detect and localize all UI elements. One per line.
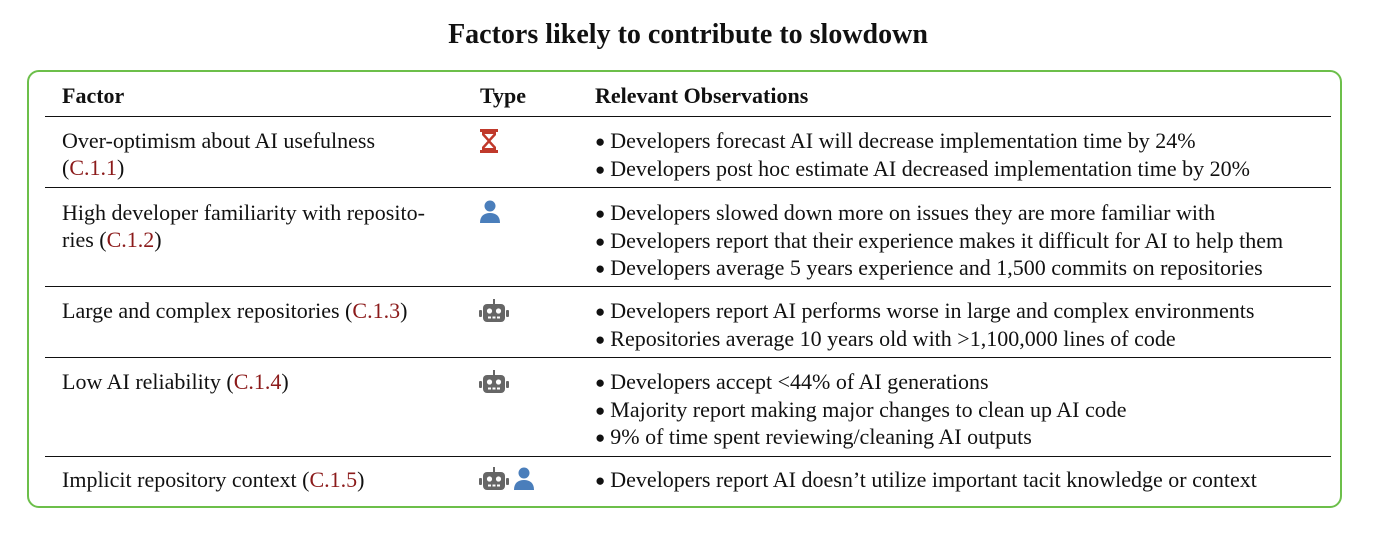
- factor-text: ries (: [62, 226, 107, 252]
- type-icons: [479, 466, 535, 492]
- factor-text: ): [357, 467, 365, 492]
- person-icon: [479, 199, 501, 225]
- header-rule: [45, 116, 1331, 117]
- type-icons: [479, 128, 499, 154]
- list-item: ● Repositories average 10 years old with …: [595, 325, 1176, 351]
- hourglass-icon: [479, 128, 499, 154]
- factor-text: ): [400, 298, 408, 323]
- factor-text: (: [62, 154, 70, 180]
- row-divider: [45, 286, 1331, 287]
- list-item: ● Developers report that their experience…: [595, 227, 1284, 253]
- row-divider: [45, 187, 1331, 188]
- observations-cell: ● Developers accept <44% of AI generation…: [595, 369, 1325, 452]
- section-reference-link[interactable]: C.1.1: [69, 154, 118, 180]
- section-reference-link[interactable]: C.1.5: [309, 467, 358, 492]
- factor-cell: Low AI reliability (C.1.4): [62, 369, 440, 396]
- row-divider: [45, 456, 1331, 457]
- factor-text: ): [117, 154, 125, 180]
- header-factor: Factor: [62, 83, 125, 108]
- factor-text: High developer familiarity with reposito…: [62, 200, 425, 225]
- list-item: ● Developers report AI performs worse in …: [595, 298, 1255, 323]
- header-type: Type: [480, 83, 527, 108]
- row-divider: [45, 357, 1331, 358]
- section-reference-link[interactable]: C.1.3: [352, 298, 401, 323]
- observations-cell: ● Developers report AI doesn’t utilize im…: [595, 467, 1325, 495]
- person-icon: [513, 466, 535, 492]
- factor-cell: Large and complex repositories (C.1.3): [62, 298, 440, 325]
- section-reference-link[interactable]: C.1.4: [233, 369, 282, 394]
- factor-text: Implicit repository context (: [62, 467, 310, 492]
- factor-text: ): [154, 226, 162, 252]
- figure-title: Factors likely to contribute to slowdown: [448, 19, 928, 50]
- section-reference-link[interactable]: C.1.2: [106, 226, 155, 252]
- list-item: ● Developers average 5 years experience a…: [595, 255, 1263, 280]
- robot-icon: [479, 369, 509, 395]
- type-icons: [479, 369, 509, 395]
- robot-icon: [479, 466, 509, 492]
- factor-text: ): [281, 369, 289, 394]
- list-item: ● Majority report making major changes to…: [595, 396, 1127, 422]
- factor-text: Over-optimism about AI usefulness: [62, 128, 376, 153]
- factor-cell: Implicit repository context (C.1.5): [62, 467, 440, 494]
- list-item: ● Developers post hoc estimate AI decreas…: [595, 155, 1250, 181]
- observations-cell: ● Developers slowed down more on issues t…: [595, 200, 1325, 283]
- factor-cell: High developer familiarity with reposito…: [62, 200, 440, 253]
- robot-icon: [479, 298, 509, 324]
- list-item: ● Developers report AI doesn’t utilize im…: [595, 467, 1257, 492]
- observations-cell: ● Developers report AI performs worse in …: [595, 298, 1325, 353]
- factor-text: Low AI reliability (: [62, 369, 234, 394]
- factor-text: Large and complex repositories (: [62, 298, 353, 323]
- header-observations: Relevant Observations: [595, 83, 809, 108]
- list-item: ● Developers forecast AI will decrease im…: [595, 128, 1196, 153]
- list-item: ● Developers slowed down more on issues t…: [595, 200, 1216, 225]
- type-icons: [479, 199, 501, 225]
- list-item: ● Developers accept <44% of AI generation…: [595, 369, 989, 394]
- type-icons: [479, 298, 509, 324]
- factor-cell: Over-optimism about AI usefulness (C.1.1…: [62, 128, 440, 181]
- observations-cell: ● Developers forecast AI will decrease im…: [595, 128, 1325, 183]
- table-frame: [27, 70, 1342, 508]
- list-item: ● 9% of time spent reviewing/cleaning AI …: [595, 424, 1032, 449]
